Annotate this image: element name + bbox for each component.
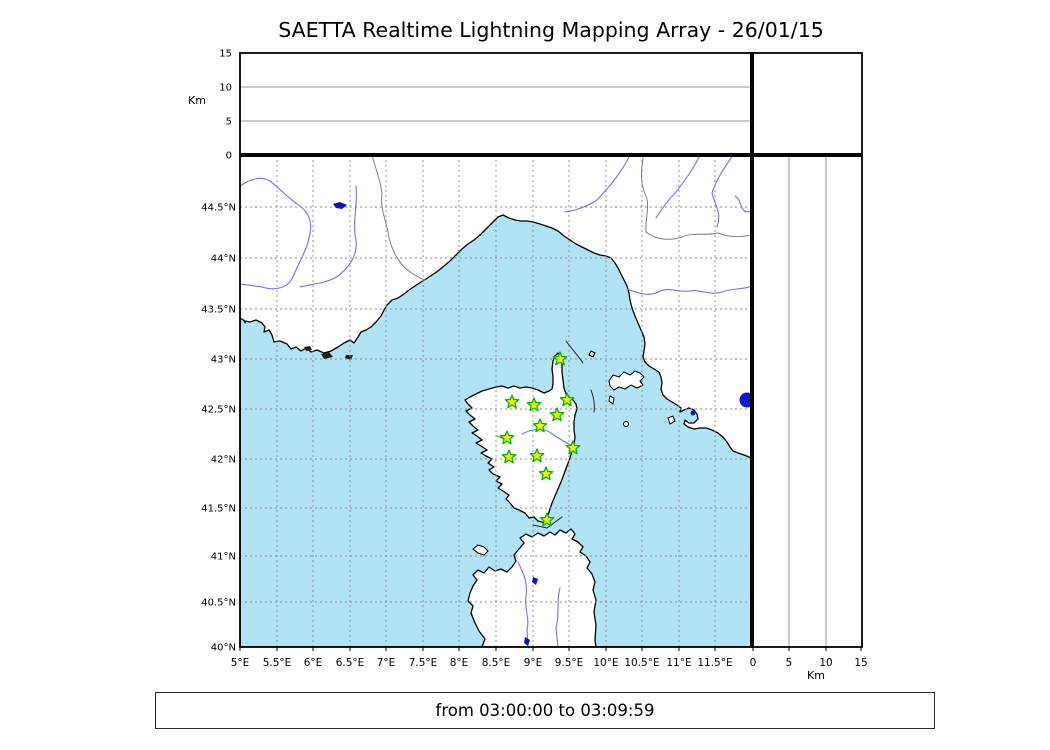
corsica-island (464, 352, 578, 525)
altitude-tick-label: 0 (226, 151, 232, 162)
gorgona-island (588, 350, 596, 358)
lon-tick-label: 5.5°E (263, 657, 292, 669)
station-star-marker (499, 430, 515, 445)
asinara-island (472, 544, 489, 556)
station-star-marker (565, 440, 581, 455)
lon-tick-label: 6°E (304, 657, 323, 669)
event-dot (739, 392, 752, 408)
station-star-marker (532, 418, 548, 433)
page-title: SAETTA Realtime Lightning Mapping Array … (278, 18, 824, 42)
lon-tick-label: 7.5°E (409, 657, 438, 669)
elba-island (608, 370, 645, 391)
axis-labels: 15 10 5 0 Km 44.5°N 44°N 43.5°N 43°N 42.5°N 42°N 41… (188, 49, 868, 683)
altitude-tick-label: 10 (219, 83, 232, 94)
lon-tick-label: 9.5°E (555, 657, 584, 669)
right-panel-frame (751, 154, 863, 648)
time-range-text: from 03:00:00 to 03:09:59 (435, 701, 655, 720)
km-tick-label: 15 (854, 657, 867, 669)
km-tick-label: 10 (819, 657, 832, 669)
lon-tick-label: 8°E (450, 657, 469, 669)
lat-tick-label: 40°N (211, 643, 236, 654)
lat-tick-label: 43.5°N (201, 305, 236, 316)
altitude-tick-label: 15 (219, 49, 232, 60)
lat-tick-label: 41°N (211, 552, 236, 563)
lon-tick-label: 11°E (666, 657, 691, 669)
giglio-island (667, 415, 676, 425)
lon-tick-label: 6.5°E (336, 657, 365, 669)
lon-tick-label: 10°E (593, 657, 618, 669)
rivers (240, 155, 752, 647)
capraia-island (608, 395, 615, 405)
station-star-marker (552, 351, 568, 366)
lat-tick-label: 42°N (211, 455, 236, 466)
lon-tick-label: 5°E (231, 657, 250, 669)
station-star-marker (529, 448, 545, 463)
lon-tick-label: 9°E (524, 657, 543, 669)
lat-tick-label: 41.5°N (201, 504, 236, 515)
lon-tick-label: 11.5°E (697, 657, 732, 669)
station-star-marker (539, 512, 555, 527)
station-star-marker (538, 466, 554, 481)
km-tick-label: 5 (786, 657, 793, 669)
altitude-axis-title: Km (188, 94, 206, 107)
boundary-segments (532, 340, 595, 529)
station-star-marker (504, 394, 520, 409)
lat-tick-label: 40.5°N (201, 598, 236, 609)
time-range-box: from 03:00:00 to 03:09:59 (155, 692, 935, 729)
lon-tick-label: 7°E (377, 657, 396, 669)
corner-panel-frame (751, 52, 863, 156)
panel-gridlines (240, 86, 827, 647)
station-star-marker (549, 407, 565, 422)
lakes (333, 202, 696, 646)
altitude-tick-label: 5 (226, 117, 232, 128)
sardinia-island (467, 528, 597, 647)
station-markers (499, 351, 581, 527)
montecristo-island (623, 421, 629, 427)
station-star-marker (501, 449, 517, 464)
lat-tick-label: 44.5°N (201, 203, 236, 214)
station-star-marker (559, 392, 575, 407)
km-tick-label: 0 (750, 657, 757, 669)
lon-tick-label: 8.5°E (482, 657, 511, 669)
km-axis-title: Km (807, 669, 825, 682)
station-star-marker (526, 397, 542, 412)
map-graticule (240, 155, 752, 647)
lat-tick-label: 43°N (211, 355, 236, 366)
top-panel-frame (239, 52, 753, 156)
map-overlays (240, 155, 752, 647)
admin-borders (371, 155, 752, 281)
lat-tick-label: 44°N (211, 254, 236, 265)
lon-tick-label: 10.5°E (624, 657, 659, 669)
lat-tick-label: 42.5°N (201, 405, 236, 416)
